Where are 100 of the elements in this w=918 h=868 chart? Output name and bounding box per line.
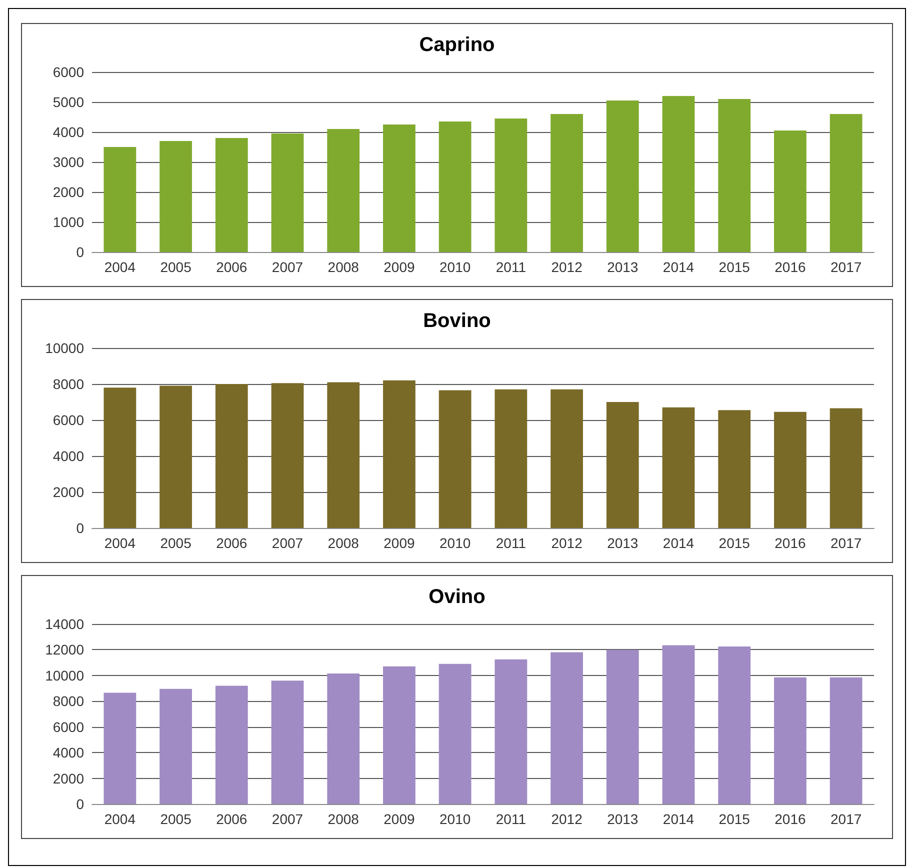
x-tick-label: 2016 <box>774 535 806 551</box>
bar <box>494 118 528 252</box>
bar <box>830 677 862 804</box>
y-tick-label: 6000 <box>52 412 84 428</box>
x-tick-label: 2006 <box>216 535 248 551</box>
y-tick-label: 10000 <box>45 667 84 684</box>
x-tick-label: 2014 <box>662 535 694 551</box>
y-tick-label: 6000 <box>52 718 84 735</box>
y-tick-label: 0 <box>76 796 84 812</box>
bar <box>494 389 528 528</box>
x-tick-label: 2011 <box>496 811 526 827</box>
y-tick-label: 4000 <box>52 448 84 464</box>
x-tick-label: 2008 <box>328 535 360 551</box>
bar <box>383 124 416 252</box>
chart-title: Bovino <box>423 310 491 332</box>
bar <box>271 383 304 528</box>
bar <box>104 147 136 252</box>
x-tick-label: 2008 <box>328 259 360 275</box>
x-tick-label: 2009 <box>384 535 415 551</box>
y-tick-label: 2000 <box>52 770 84 786</box>
bar <box>494 659 528 804</box>
x-tick-label: 2013 <box>607 535 638 551</box>
x-tick-label: 2012 <box>551 259 583 275</box>
y-tick-label: 8000 <box>52 693 84 710</box>
x-tick-label: 2012 <box>551 535 583 551</box>
bar <box>550 652 583 804</box>
x-tick-label: 2017 <box>830 811 862 827</box>
y-tick-label: 10000 <box>45 340 84 356</box>
bar <box>383 666 416 804</box>
bar <box>327 674 360 804</box>
x-tick-label: 2017 <box>830 259 862 275</box>
bar <box>104 692 136 804</box>
x-tick-label: 2009 <box>384 259 415 275</box>
y-tick-label: 12000 <box>45 642 84 658</box>
bar <box>438 664 472 804</box>
y-tick-label: 0 <box>76 520 84 536</box>
y-tick-label: 5000 <box>52 94 84 110</box>
x-tick-label: 2006 <box>216 259 248 275</box>
x-tick-label: 2005 <box>160 259 192 275</box>
bar <box>774 130 806 252</box>
x-tick-label: 2004 <box>104 811 136 827</box>
x-tick-label: 2010 <box>439 535 471 551</box>
bar <box>215 686 248 804</box>
bar <box>718 410 751 528</box>
x-tick-label: 2017 <box>830 535 862 551</box>
x-tick-label: 2007 <box>272 811 304 827</box>
y-tick-label: 6000 <box>52 64 84 80</box>
y-tick-label: 14000 <box>45 616 84 632</box>
bar <box>271 680 304 804</box>
bar <box>718 646 751 804</box>
chart-title: Ovino <box>428 586 486 608</box>
bar <box>215 384 248 528</box>
bar <box>438 122 472 252</box>
x-tick-label: 2006 <box>216 811 248 827</box>
bar <box>830 114 862 252</box>
y-tick-label: 2000 <box>52 484 84 500</box>
y-tick-label: 4000 <box>52 744 84 761</box>
bar <box>104 388 136 528</box>
x-tick-label: 2013 <box>607 259 638 275</box>
x-tick-label: 2004 <box>104 535 136 551</box>
x-tick-label: 2005 <box>160 535 192 551</box>
bar <box>774 677 806 804</box>
bar <box>327 382 360 528</box>
x-tick-label: 2004 <box>104 259 136 275</box>
y-tick-label: 2000 <box>52 184 84 200</box>
x-tick-label: 2016 <box>774 811 806 827</box>
bar <box>662 407 695 528</box>
x-tick-label: 2010 <box>439 811 471 827</box>
chart-title: Caprino <box>419 34 495 56</box>
bar <box>438 390 472 528</box>
bar <box>160 141 192 252</box>
bar <box>215 138 248 252</box>
x-tick-label: 2007 <box>272 535 304 551</box>
x-tick-label: 2005 <box>160 811 192 827</box>
y-tick-label: 0 <box>76 244 84 260</box>
x-tick-label: 2012 <box>551 811 583 827</box>
bar <box>160 688 192 804</box>
bar <box>327 129 360 252</box>
bar <box>383 380 416 528</box>
bar <box>662 96 695 252</box>
y-tick-label: 8000 <box>52 376 84 392</box>
bar <box>606 100 639 252</box>
x-tick-label: 2015 <box>718 259 750 275</box>
bar <box>718 99 751 252</box>
bar <box>774 412 806 528</box>
x-tick-label: 2016 <box>774 259 806 275</box>
x-tick-label: 2014 <box>662 811 694 827</box>
bar <box>830 408 862 528</box>
x-tick-label: 2011 <box>496 535 526 551</box>
x-tick-label: 2014 <box>662 259 694 275</box>
bar <box>606 402 639 528</box>
bar <box>271 134 304 252</box>
x-tick-label: 2008 <box>328 811 360 827</box>
x-tick-label: 2015 <box>718 535 750 551</box>
bar <box>550 389 583 528</box>
x-tick-label: 2015 <box>718 811 750 827</box>
y-tick-label: 3000 <box>52 154 84 170</box>
x-tick-label: 2007 <box>272 259 304 275</box>
bar <box>606 650 639 804</box>
bar <box>550 114 583 252</box>
